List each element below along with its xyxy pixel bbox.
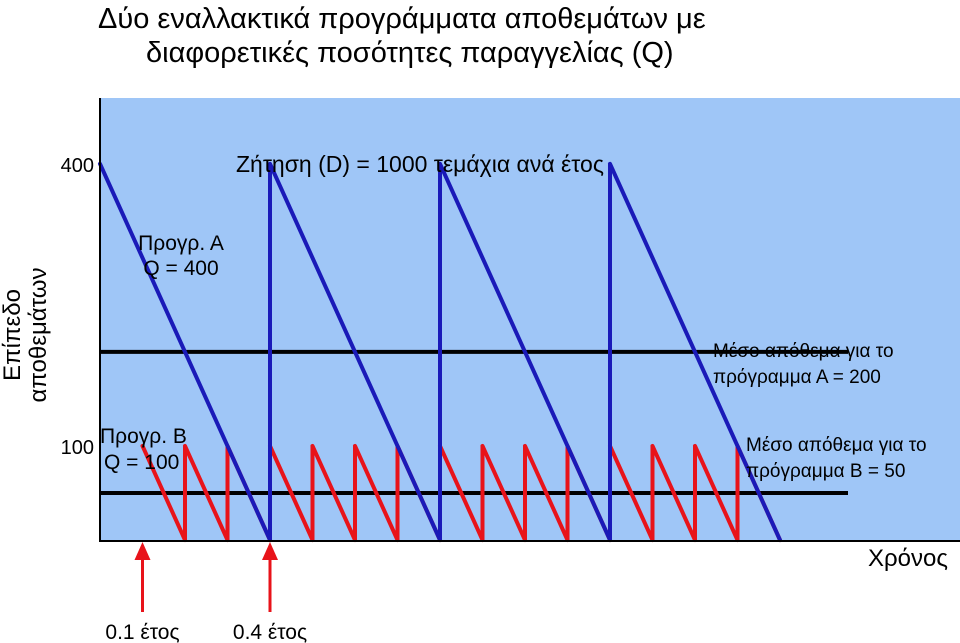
program_b-depletion-9	[480, 443, 527, 542]
program_b-depletion-1	[140, 443, 187, 542]
avg-b-label-line-1: Μέσο απόθεμα για το	[746, 435, 927, 456]
program_b-depletion-6	[353, 443, 400, 542]
program_b-depletion-8	[438, 443, 485, 542]
y-tick-label-400: 400	[61, 155, 94, 177]
avg-a-label-line-2: πρόγραμμα Α = 200	[713, 367, 881, 388]
plot-background	[100, 98, 960, 540]
ylabel-line-1: Επίπεδο	[0, 289, 26, 381]
program-b-label-line-1: Προγρ. Β	[100, 425, 187, 448]
arrow-label-1: 0.1 έτος	[105, 621, 179, 643]
y-tick-label-100: 100	[61, 437, 94, 459]
avg-a-label-line-1: Μέσο απόθεμα για το	[713, 341, 894, 362]
program_a-depletion-3	[438, 161, 612, 542]
series-program-a	[98, 161, 782, 542]
arrow-head-2	[262, 542, 278, 560]
avg-b-label-line-2: πρόγραμμα Β = 50	[746, 461, 905, 482]
program_b-depletion-14	[693, 443, 740, 542]
program_b-depletion-2	[183, 443, 230, 542]
arrow-label-2: 0.4 έτος	[233, 621, 307, 643]
title-line-2: διαφορετικές ποσότητες παραγγελίας (Q)	[146, 37, 674, 69]
title-line-1: Δύο εναλλακτικά προγράμματα αποθεμάτων μ…	[98, 3, 706, 35]
program_b-depletion-5	[310, 443, 357, 542]
program_b-depletion-12	[608, 443, 655, 542]
program-b-label-line-2: Q = 100	[104, 451, 179, 474]
program_b-depletion-4	[268, 443, 315, 542]
program_b-depletion-10	[523, 443, 570, 542]
program_a-depletion-4	[608, 161, 782, 542]
program_a-depletion-2	[268, 161, 442, 542]
average-lines	[100, 349, 848, 495]
time-arrows: 0.1 έτος 0.4 έτος	[105, 542, 307, 643]
x-axis-label: Χρόνος	[868, 545, 948, 572]
chart-title: Δύο εναλλακτικά προγράμματα αποθεμάτων μ…	[60, 2, 918, 70]
program-a-label-line-1: Προγρ. Α	[138, 232, 224, 255]
y-tick-labels: 400 100	[61, 155, 94, 459]
demand-label: Ζήτηση (D) = 1000 τεμάχια ανά έτος	[236, 151, 604, 177]
program-a-label-line-2: Q = 400	[143, 257, 218, 280]
program_b-depletion-13	[650, 443, 697, 542]
ylabel-line-2: αποθεμάτων	[25, 267, 52, 402]
program_a-depletion-1	[98, 161, 272, 542]
arrow-head-1	[134, 542, 151, 560]
